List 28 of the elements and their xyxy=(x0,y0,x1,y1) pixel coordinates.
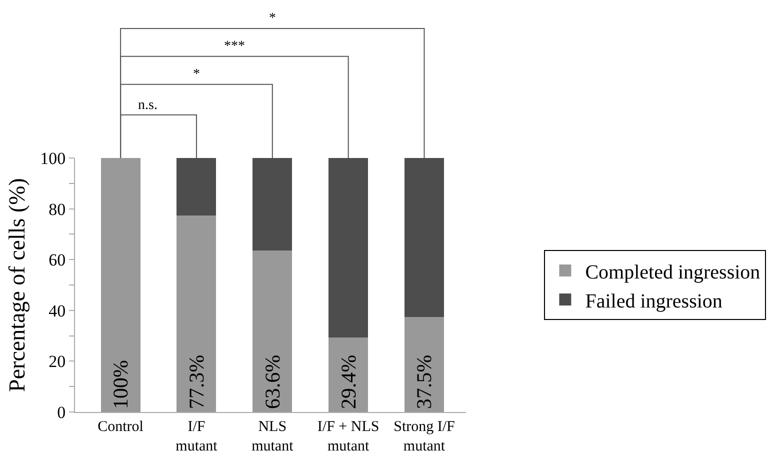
y-tick-label: 60 xyxy=(48,250,66,270)
bar xyxy=(100,158,140,412)
text: n.s. xyxy=(138,98,158,113)
bar xyxy=(176,216,216,412)
y-axis-title: Percentage of cells (%) xyxy=(4,178,30,392)
bar xyxy=(404,316,444,412)
data-label: 29.4% xyxy=(336,354,360,409)
y-tick-label: 40 xyxy=(48,301,66,320)
x-tick-label: Control xyxy=(98,419,144,435)
text: *** xyxy=(224,39,245,54)
x-tick-label: Strong I/F mutant xyxy=(394,419,455,454)
x-tick-label: I/F + NLS mutant xyxy=(317,419,380,454)
data-label: 63.6% xyxy=(260,354,284,409)
bar xyxy=(252,250,292,412)
data-label: 100% xyxy=(108,360,133,409)
y-tick-label: 0 xyxy=(57,402,66,422)
bar xyxy=(328,337,368,412)
legend-label: Completed ingression xyxy=(585,261,760,284)
y-tick-label: 20 xyxy=(48,352,66,372)
x-tick-label: NLS mutant xyxy=(252,419,294,454)
data-label: 77.3% xyxy=(184,354,208,409)
legend-label: Failed ingression xyxy=(585,290,722,312)
y-tick-label: 100 xyxy=(40,148,66,168)
text: * xyxy=(269,11,276,26)
text: * xyxy=(193,67,200,82)
x-tick-label: I/F mutant xyxy=(176,419,218,454)
data-label: 37.5% xyxy=(412,354,436,409)
y-tick-label: 80 xyxy=(48,200,66,219)
